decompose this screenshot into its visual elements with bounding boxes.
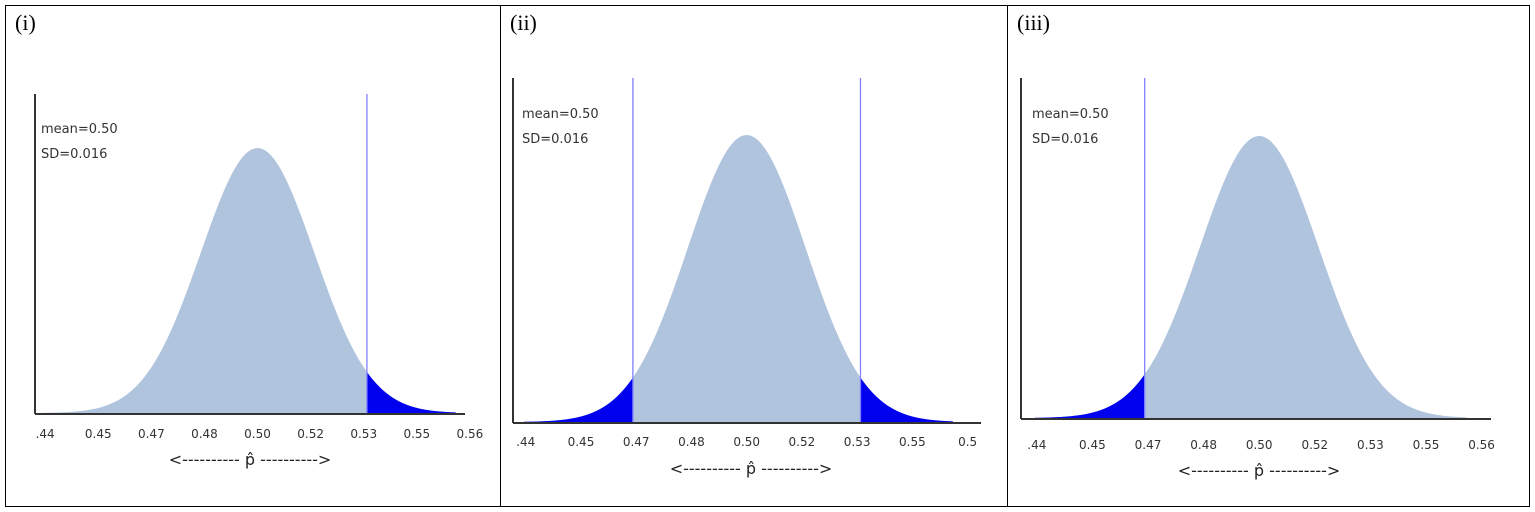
x-tick-label: 0.55 bbox=[1413, 438, 1440, 452]
x-tick-label: 0.50 bbox=[1246, 438, 1273, 452]
panel-label: (i) bbox=[15, 10, 36, 35]
x-tick-label: 0.56 bbox=[1468, 438, 1495, 452]
x-tick-label: 0.5 bbox=[958, 435, 977, 449]
distribution-curve-area bbox=[523, 135, 953, 422]
x-tick-label: 0.52 bbox=[297, 427, 324, 441]
panel-label: (ii) bbox=[510, 10, 537, 35]
x-tick-label: 0.52 bbox=[1301, 438, 1328, 452]
x-tick-label: 0.48 bbox=[1190, 438, 1217, 452]
x-tick-label: 0.48 bbox=[191, 427, 218, 441]
x-tick-label: 0.52 bbox=[789, 435, 816, 449]
normal-curve-chart: mean=0.50 SD=0.016 .44 0.45 0.47 0.48 0.50 0.52… bbox=[1020, 78, 1495, 480]
left-tail-area bbox=[523, 377, 633, 422]
x-tick-label: 0.53 bbox=[350, 427, 377, 441]
x-axis-caption: <---------- p̂ ----------> bbox=[1178, 461, 1341, 480]
figure-table: (i) mean=0.50 SD=0.016.44 0.45 0.47 0.48 0.50… bbox=[5, 5, 1530, 507]
x-tick-label: 0.45 bbox=[85, 427, 112, 441]
x-tick-label: 0.55 bbox=[899, 435, 926, 449]
chart-panel-i: (i) mean=0.50 SD=0.016 .44 0.45 0.47 0.48 0.50… bbox=[6, 6, 500, 506]
panel-label: (iii) bbox=[1017, 10, 1050, 35]
mean-annotation: mean=0.50 bbox=[1032, 107, 1109, 122]
distribution-curve-area bbox=[43, 148, 456, 413]
x-tick-label: 0.53 bbox=[1357, 438, 1384, 452]
x-tick-label: 0.48 bbox=[678, 435, 705, 449]
x-tick-label: 0.47 bbox=[623, 435, 650, 449]
x-axis-caption: <---------- p̂ ----------> bbox=[169, 450, 332, 469]
x-axis-caption: <---------- p̂ ----------> bbox=[670, 459, 833, 478]
right-tail-area bbox=[366, 371, 456, 413]
left-tail-area bbox=[1034, 374, 1145, 418]
x-tick-label: 0.56 bbox=[457, 427, 484, 441]
normal-curve-chart: mean=0.50 SD=0.016 .44 0.45 0.47 0.48 0.50 0.52… bbox=[34, 94, 484, 469]
x-tick-label: .44 bbox=[516, 435, 535, 449]
right-tail-area bbox=[860, 377, 953, 422]
sd-annotation: SD=0.016 bbox=[41, 147, 107, 162]
mean-annotation: mean=0.50 bbox=[41, 122, 118, 137]
chart-panel-iii: (iii) mean=0.50 SD=0.016 .44 0.45 0.47 0.48 0.… bbox=[1007, 6, 1529, 506]
sd-annotation: SD=0.016 bbox=[522, 132, 588, 147]
x-tick-label: .44 bbox=[36, 427, 55, 441]
x-tick-label: 0.47 bbox=[138, 427, 165, 441]
normal-curve-chart: mean=0.50 SD=0.016 .44 0.45 0.47 0.48 0.50 0.52… bbox=[512, 78, 981, 478]
chart-panel-ii: (ii) mean=0.50 SD=0.016 .44 0.45 0.47 0.48 0.5… bbox=[500, 6, 1007, 506]
mean-annotation: mean=0.50 bbox=[522, 107, 599, 122]
distribution-curve-area bbox=[1034, 136, 1467, 418]
x-tick-label: 0.50 bbox=[244, 427, 271, 441]
x-tick-label: 0.45 bbox=[1079, 438, 1106, 452]
x-tick-label: 0.50 bbox=[733, 435, 760, 449]
x-tick-label: 0.47 bbox=[1135, 438, 1162, 452]
sd-annotation: SD=0.016 bbox=[1032, 132, 1098, 147]
x-tick-label: 0.55 bbox=[403, 427, 430, 441]
x-tick-label: 0.45 bbox=[568, 435, 595, 449]
x-tick-label: 0.53 bbox=[844, 435, 871, 449]
x-tick-label: .44 bbox=[1027, 438, 1046, 452]
